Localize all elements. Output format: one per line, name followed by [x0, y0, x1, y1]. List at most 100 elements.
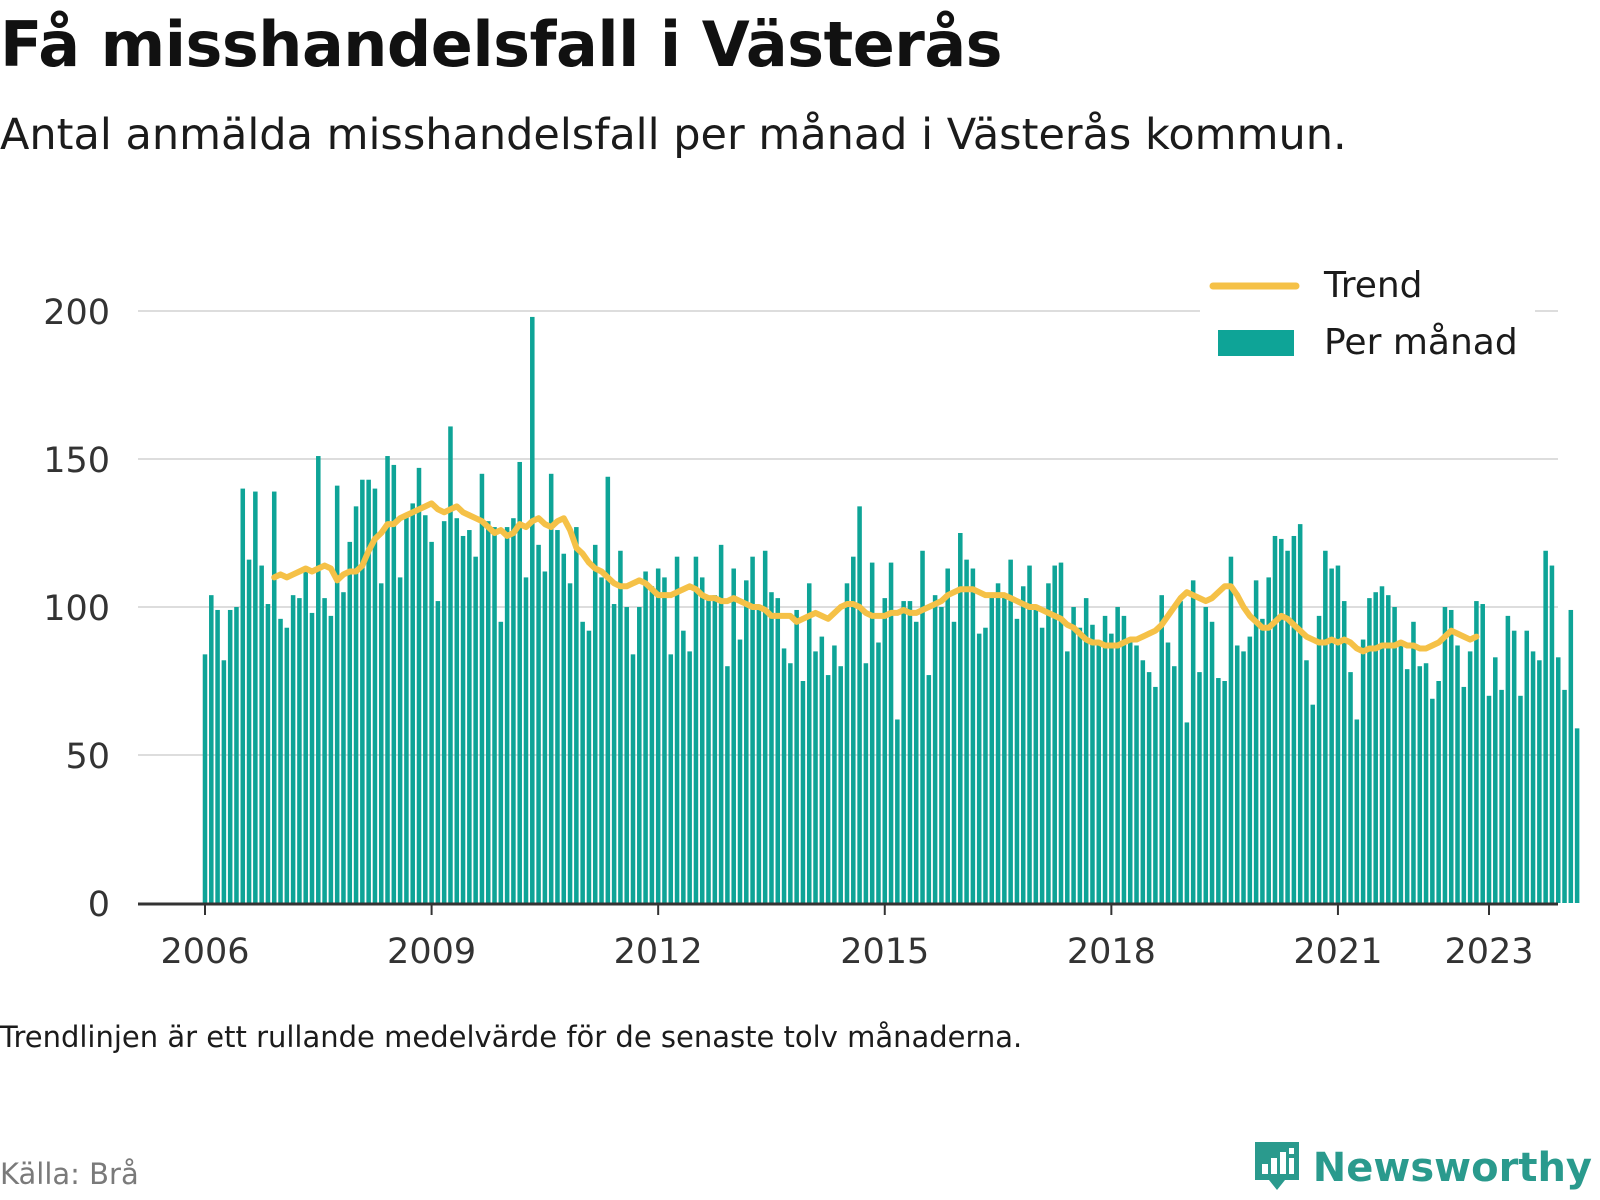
- bar: [1234, 645, 1240, 903]
- bar: [334, 485, 340, 903]
- bar: [869, 562, 875, 903]
- y-tick-label: 50: [65, 737, 110, 777]
- bar: [1083, 598, 1089, 903]
- bar: [542, 571, 548, 903]
- bar: [825, 675, 831, 903]
- bar: [1121, 615, 1127, 903]
- bar: [1341, 601, 1347, 903]
- bar: [271, 491, 277, 903]
- bar: [1165, 642, 1171, 903]
- bar: [901, 601, 906, 903]
- bar: [706, 598, 711, 903]
- bar: [227, 609, 233, 903]
- bar: [530, 316, 535, 903]
- x-tick-label: 2021: [1293, 932, 1382, 972]
- bar: [391, 464, 397, 903]
- x-tick-label: 2018: [1067, 932, 1156, 972]
- bar: [1090, 624, 1095, 903]
- bar: [592, 544, 598, 903]
- bar: [769, 592, 774, 903]
- bar: [1367, 598, 1372, 903]
- bar: [1404, 669, 1410, 903]
- bar: [221, 660, 227, 903]
- bar: [1077, 627, 1083, 903]
- chart-note: Trendlinjen är ett rullande medelvärde f…: [0, 1020, 1023, 1054]
- bar: [1146, 672, 1152, 903]
- chart-canvas: 2006 2009 2012 2015 2018 2021 2023 0 50 100 150 20…: [43, 265, 1580, 972]
- brand-logo[interactable]: Newsworthy: [1251, 1138, 1592, 1198]
- bar: [441, 521, 447, 903]
- bar: [378, 583, 384, 903]
- bar: [643, 571, 648, 903]
- bar: [253, 491, 258, 903]
- bar: [410, 503, 415, 903]
- bar: [983, 627, 988, 903]
- bar: [1222, 681, 1227, 903]
- bar: [794, 609, 799, 903]
- bar: [322, 598, 327, 903]
- bar: [1153, 686, 1158, 903]
- bar: [876, 642, 881, 903]
- bar: [788, 663, 793, 903]
- bar: [209, 595, 214, 903]
- bar: [895, 719, 900, 903]
- bar: [939, 607, 944, 903]
- bar: [498, 621, 504, 903]
- bar: [668, 654, 674, 903]
- bar: [548, 473, 554, 903]
- bar: [1555, 657, 1561, 903]
- bar: [460, 535, 466, 903]
- bar: [567, 583, 573, 903]
- bar: [1524, 630, 1530, 903]
- bar: [693, 556, 699, 903]
- y-tick-label: 150: [43, 441, 110, 481]
- bar: [284, 627, 290, 903]
- bar: [1543, 550, 1548, 903]
- bar: [1455, 645, 1460, 903]
- y-axis-labels: 0 50 100 150 200: [43, 293, 110, 925]
- bar: [1241, 651, 1246, 903]
- bar: [1127, 639, 1133, 903]
- bar: [718, 544, 724, 903]
- bar: [1285, 550, 1290, 903]
- bar: [1184, 722, 1190, 903]
- bar: [1316, 615, 1322, 903]
- bar: [448, 426, 453, 903]
- y-tick-label: 200: [43, 293, 110, 333]
- bar: [599, 577, 604, 903]
- bar: [649, 586, 655, 903]
- bar: [485, 521, 491, 903]
- bar: [699, 577, 705, 903]
- bar: [624, 607, 629, 903]
- bar: [536, 544, 541, 903]
- bar: [712, 595, 718, 903]
- bar: [246, 559, 252, 903]
- bar: [1272, 535, 1278, 903]
- bar: [1197, 672, 1202, 903]
- bar: [1467, 651, 1473, 903]
- bar: [1203, 607, 1209, 903]
- bar: [580, 621, 585, 903]
- legend-trend-label: Trend: [1323, 265, 1423, 306]
- bar: [920, 550, 925, 903]
- bar: [1102, 615, 1108, 903]
- bar: [1253, 580, 1259, 903]
- bar: [756, 609, 762, 903]
- bar: [202, 654, 208, 903]
- bar: [316, 456, 321, 903]
- bar: [1209, 621, 1215, 903]
- bar: [290, 595, 296, 903]
- bar: [265, 604, 271, 903]
- bar: [888, 562, 894, 903]
- bar: [1020, 586, 1026, 903]
- legend-bar-swatch: [1218, 330, 1294, 356]
- bar: [240, 488, 246, 903]
- bar: [1297, 524, 1303, 903]
- y-tick-label: 0: [88, 885, 110, 925]
- bar: [215, 609, 220, 903]
- bar: [1279, 538, 1284, 903]
- bar: [1027, 565, 1032, 903]
- bar: [832, 645, 837, 903]
- bar: [1071, 607, 1076, 903]
- bar: [1096, 642, 1102, 903]
